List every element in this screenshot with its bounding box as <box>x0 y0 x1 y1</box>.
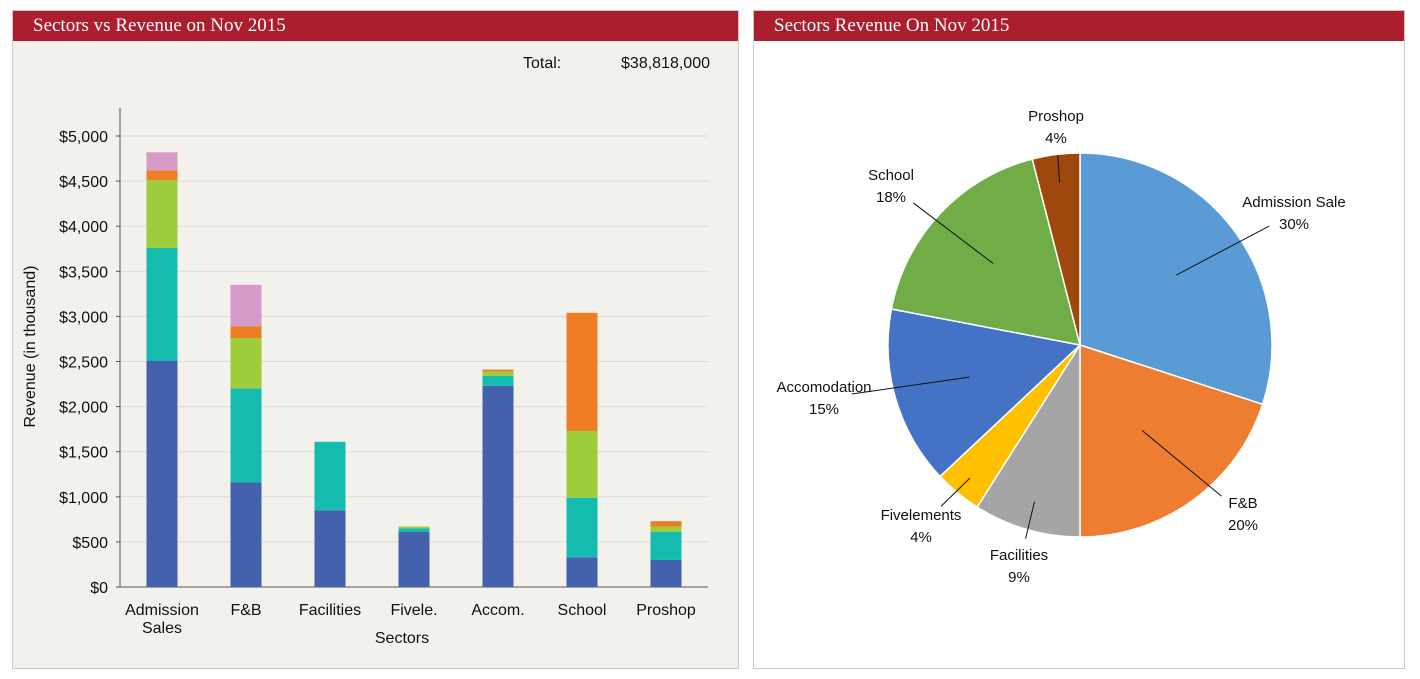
pie-chart: Admission Sale 30% F&B 20% Facilities 9% Fivel… <box>776 108 1345 586</box>
bar-segment <box>146 152 178 171</box>
y-tick-label: $500 <box>72 535 108 552</box>
bar-segment <box>650 531 682 560</box>
total-label: Total: <box>523 55 562 72</box>
x-tick-label: Accom. <box>471 602 524 619</box>
bar-chart-panel: Sectors vs Revenue on Nov 2015 Total: $3… <box>12 10 739 669</box>
pie-slice-label: Fivelements <box>881 507 962 524</box>
pie-slice-percent: 20% <box>1228 517 1258 534</box>
bar-segment <box>566 430 598 498</box>
bar-segment <box>482 369 514 372</box>
bar-segment <box>146 170 178 181</box>
y-tick-label: $2,500 <box>59 355 108 372</box>
bar-segment <box>566 557 598 587</box>
x-tick-label: Proshop <box>636 602 696 619</box>
bar-segment <box>566 312 598 431</box>
pie-slice-percent: 9% <box>1008 569 1030 586</box>
bar-segment <box>398 528 430 532</box>
stacked-bar-chart: $0 $500 $1,000 $1,500 $2,000 $2,500 $3,000 $3,5… <box>22 108 708 647</box>
x-tick-label: Fivele. <box>390 602 437 619</box>
pie-slice-label: School <box>868 167 914 184</box>
pie-leader-line <box>1025 501 1035 539</box>
pie-leader-line <box>913 202 994 264</box>
bar-segment <box>230 388 262 483</box>
bar-segment <box>314 441 346 511</box>
pie-leader-line <box>1176 225 1270 276</box>
bar-segment <box>146 180 178 248</box>
y-tick-label: $1,500 <box>59 445 108 462</box>
pie-slice-percent: 30% <box>1279 216 1309 233</box>
pie-slice <box>890 158 1082 346</box>
bar-segment <box>398 531 430 587</box>
pie-slice-percent: 18% <box>876 189 906 206</box>
total-value: $38,818,000 <box>621 55 710 72</box>
y-tick-label: $1,000 <box>59 490 108 507</box>
pie-slice-label: Admission Sale <box>1242 194 1345 211</box>
pie-slice <box>887 308 1082 478</box>
pie-slice <box>1079 343 1264 538</box>
x-axis-title: Sectors <box>375 630 429 647</box>
bar-segment <box>230 326 262 339</box>
bar-segment <box>482 371 514 376</box>
bar-segment <box>650 521 682 527</box>
bar-segment <box>230 338 262 389</box>
bar-segment <box>650 559 682 587</box>
bar-chart-title: Sectors vs Revenue on Nov 2015 <box>13 11 738 41</box>
pie-leader-line <box>1057 154 1061 184</box>
pie-slice <box>976 342 1081 538</box>
bar-segment <box>146 360 178 587</box>
pie-leader-line <box>940 477 971 507</box>
y-tick-label: $4,000 <box>59 219 108 236</box>
x-tick-label: Facilities <box>299 602 361 619</box>
pie-leader-line <box>1141 430 1222 497</box>
y-tick-label: $4,500 <box>59 174 108 191</box>
x-tick-label: Sales <box>142 620 182 637</box>
pie-chart-title: Sectors Revenue On Nov 2015 <box>754 11 1404 41</box>
pie-leader-line <box>851 376 970 395</box>
y-tick-label: $0 <box>90 580 108 597</box>
pie-slice-label: Accomodation <box>776 379 871 396</box>
bar-segment <box>230 482 262 587</box>
pie-slice-percent: 4% <box>1045 130 1067 147</box>
pie-slice-label: F&B <box>1228 495 1257 512</box>
pie-slice-percent: 4% <box>910 529 932 546</box>
y-tick-label: $2,000 <box>59 400 108 417</box>
bar-segment <box>146 247 178 361</box>
y-tick-label: $5,000 <box>59 129 108 146</box>
pie-slice <box>1079 152 1273 406</box>
pie-slice-label: Proshop <box>1028 108 1084 125</box>
pie-slice-label: Facilities <box>990 547 1048 564</box>
bar-segment <box>482 375 514 386</box>
bar-segment <box>566 497 598 558</box>
y-axis-title: Revenue (in thousand) <box>22 266 39 428</box>
pie-slice-percent: 15% <box>809 401 839 418</box>
x-tick-label: School <box>558 602 607 619</box>
bar-segment <box>650 526 682 532</box>
bar-segment <box>398 526 430 529</box>
bar-segment <box>230 284 262 327</box>
x-tick-label: F&B <box>230 602 261 619</box>
x-tick-label: Admission <box>125 602 199 619</box>
bar-segment <box>482 385 514 587</box>
y-tick-label: $3,500 <box>59 264 108 281</box>
pie-chart-panel: Sectors Revenue On Nov 2015 Admission Sa… <box>753 10 1405 669</box>
bar-segment <box>314 510 346 587</box>
pie-slice <box>1031 152 1081 346</box>
y-tick-label: $3,000 <box>59 309 108 326</box>
